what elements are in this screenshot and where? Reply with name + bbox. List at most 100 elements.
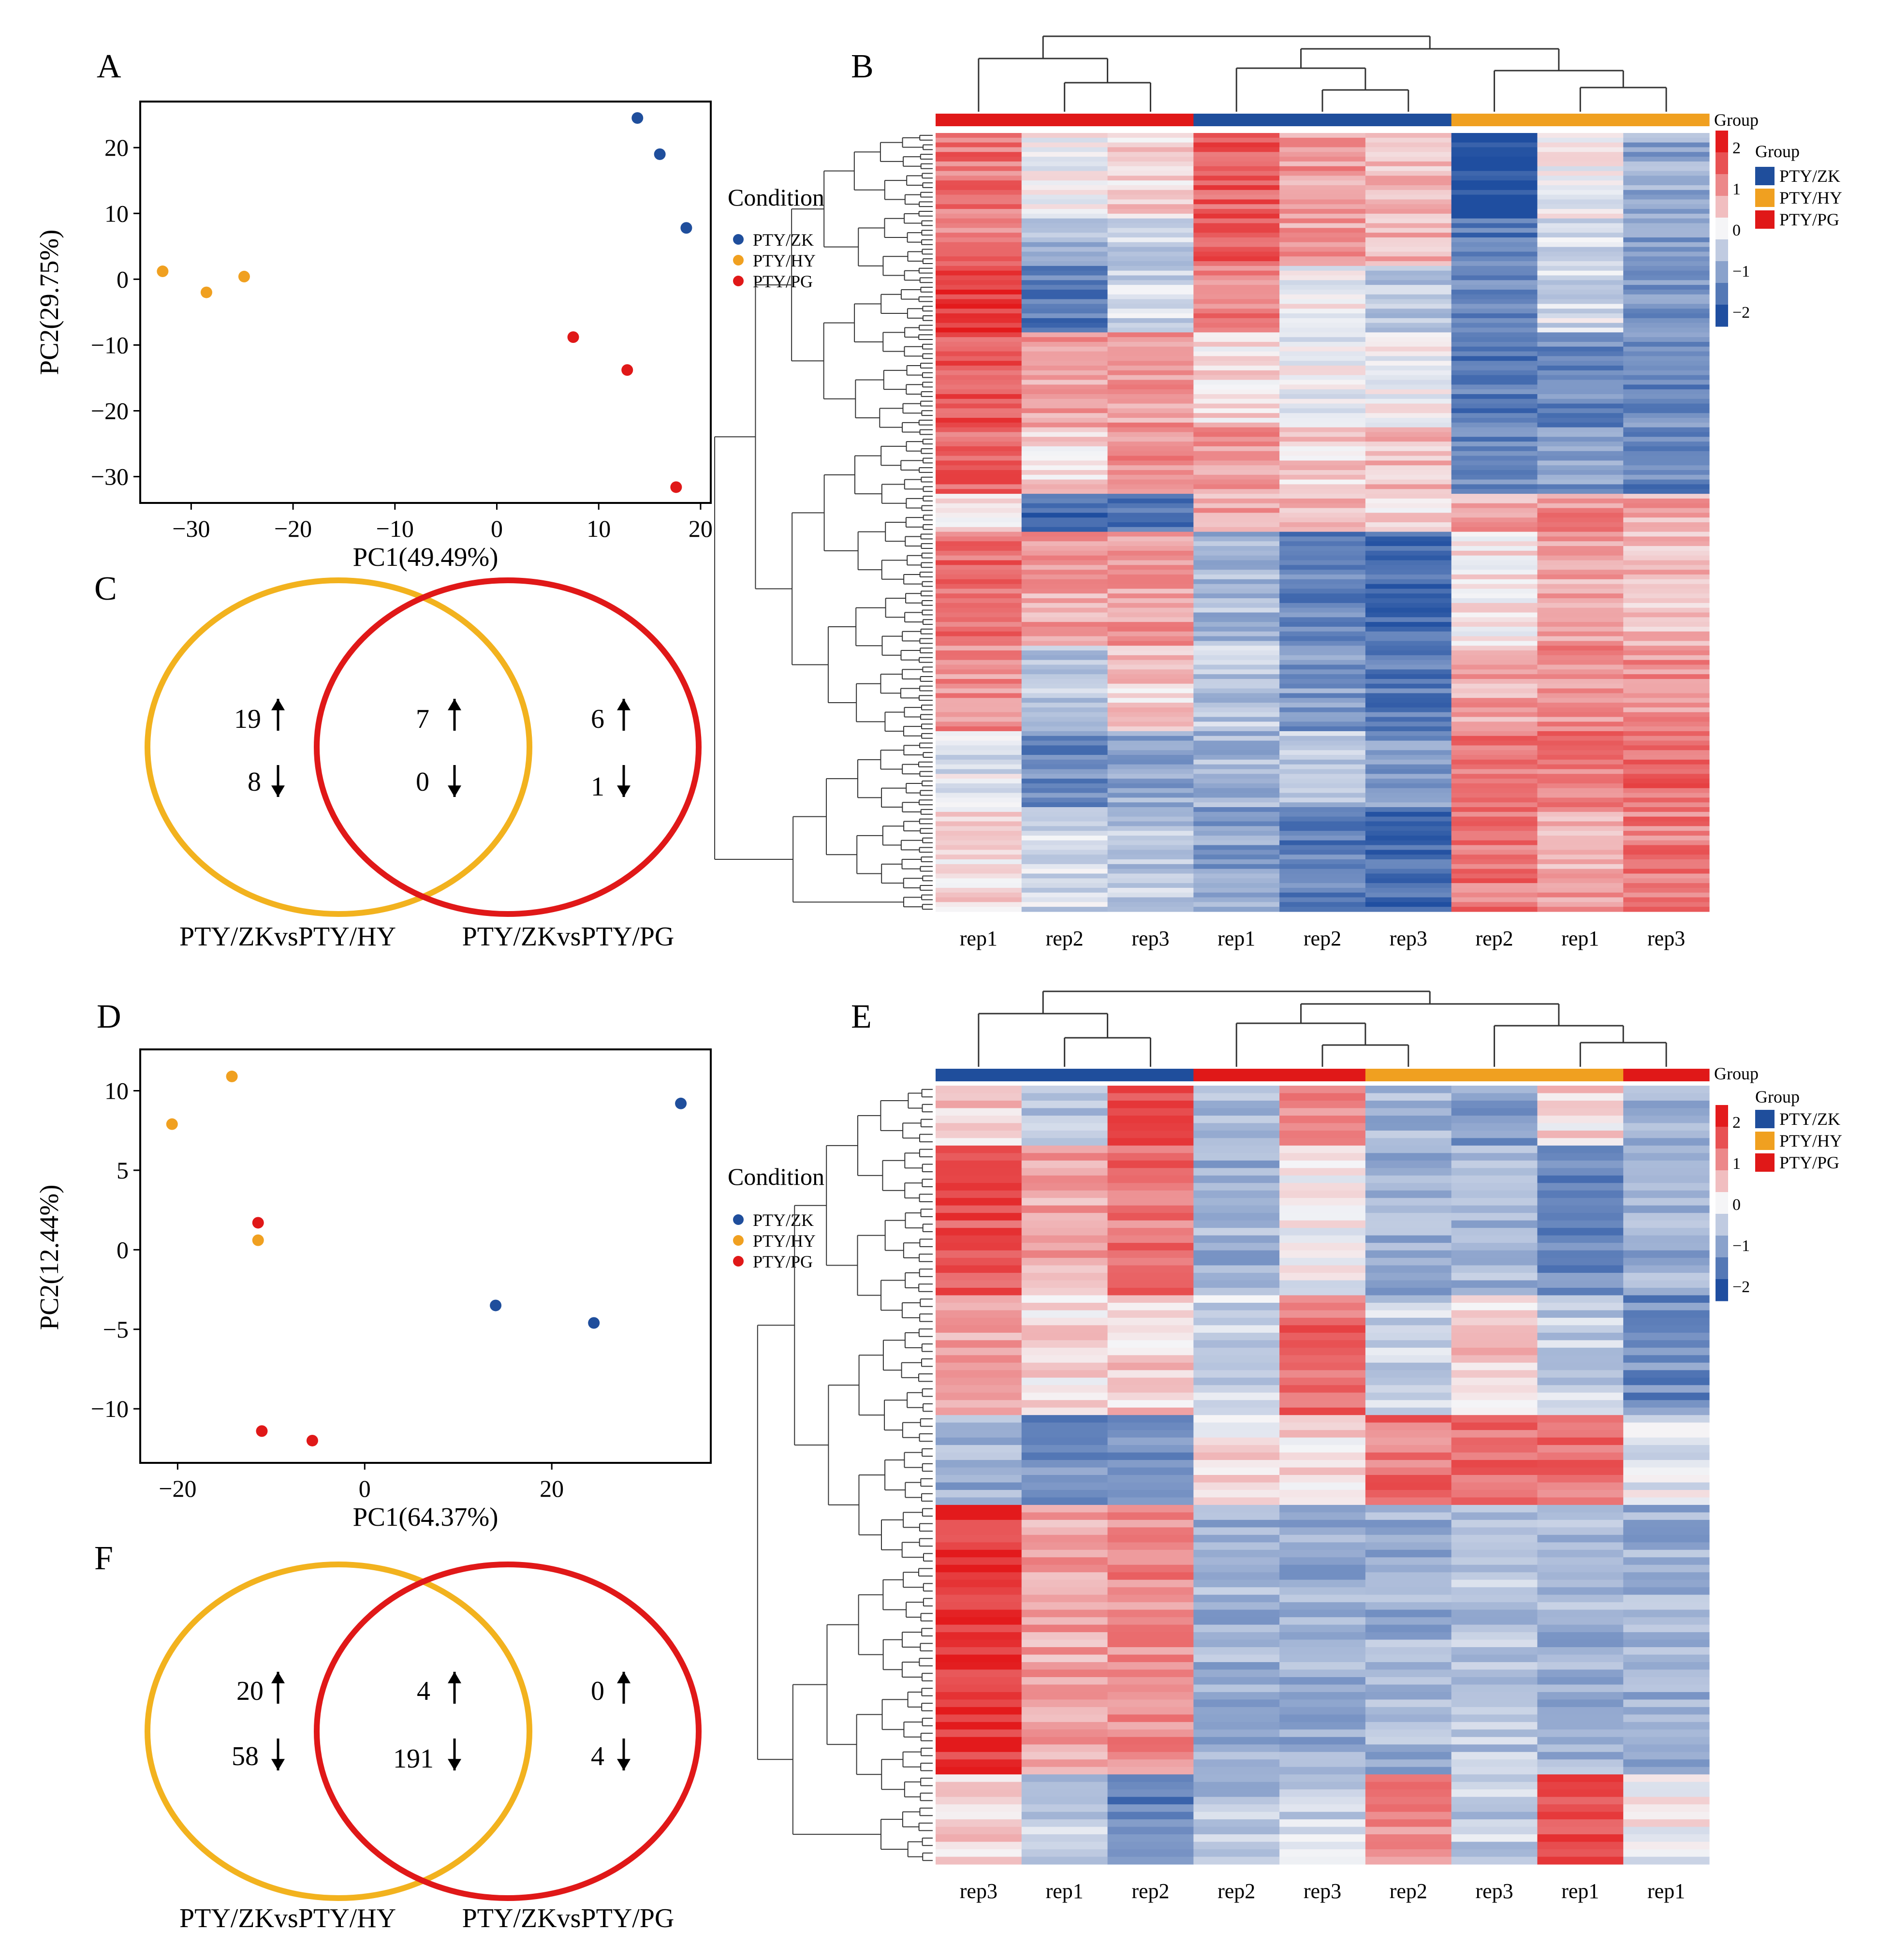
heatmap-cell <box>1193 1564 1280 1573</box>
heatmap-cell <box>1537 1662 1624 1670</box>
heatmap-cell <box>1021 180 1108 186</box>
heatmap-cell <box>936 285 1022 290</box>
heatmap-cell <box>1451 432 1538 437</box>
heatmap-cell <box>1193 1857 1280 1865</box>
heatmap-cell <box>1623 1707 1710 1715</box>
colorbar-step <box>1716 218 1728 240</box>
column-label: rep1 <box>1647 1879 1685 1903</box>
heatmap-cell <box>1623 570 1710 575</box>
heatmap-cell <box>1365 1557 1452 1565</box>
heatmap-cell <box>1623 1834 1710 1842</box>
heatmap-cell <box>1193 550 1280 556</box>
heatmap-cell <box>1279 698 1366 703</box>
heatmap-cell <box>1021 1347 1108 1356</box>
heatmap-cell <box>1537 1437 1624 1445</box>
heatmap-cell <box>1107 650 1194 656</box>
heatmap-cell <box>1193 626 1280 632</box>
heatmap-cell <box>1623 318 1710 324</box>
heatmap-cell <box>1537 878 1624 884</box>
heatmap-cell <box>1021 1827 1108 1835</box>
heatmap-cell <box>1193 826 1280 831</box>
heatmap-cell <box>1193 456 1280 461</box>
heatmap-cell <box>1107 779 1194 784</box>
heatmap-cell <box>936 294 1022 300</box>
heatmap-cell <box>936 133 1022 138</box>
heatmap-cell <box>1021 1130 1108 1138</box>
heatmap-cell <box>936 1302 1022 1311</box>
heatmap-cell <box>1537 1722 1624 1730</box>
heatmap-cell <box>1365 1647 1452 1655</box>
heatmap-cell <box>1537 1714 1624 1723</box>
colorbar-step <box>1716 261 1728 283</box>
heatmap-cell <box>1107 816 1194 822</box>
heatmap-cell <box>1365 1482 1452 1490</box>
heatmap-cell <box>1365 612 1452 618</box>
heatmap-cell <box>936 1549 1022 1558</box>
heatmap-cell <box>1623 1392 1710 1400</box>
heatmap-cell <box>936 593 1022 599</box>
heatmap-cell <box>1365 1130 1452 1138</box>
heatmap-cell <box>1451 1243 1538 1251</box>
heatmap-cell <box>1193 1827 1280 1835</box>
heatmap-cell <box>1451 688 1538 694</box>
heatmap-cell <box>1451 256 1538 262</box>
heatmap-cell <box>1279 788 1366 794</box>
heatmap-cell <box>1365 327 1452 333</box>
heatmap-cell <box>1021 1624 1108 1633</box>
heatmap-cell <box>1365 1752 1452 1760</box>
heatmap-cell <box>1365 688 1452 694</box>
heatmap-cell <box>1451 380 1538 385</box>
group-legend-swatch-pty-zk <box>1755 1110 1775 1128</box>
heatmap-cell <box>1365 1370 1452 1378</box>
heatmap-cell <box>1537 1519 1624 1528</box>
heatmap-cell <box>1365 413 1452 418</box>
heatmap-cell <box>1451 1804 1538 1813</box>
heatmap-cell <box>1623 1213 1710 1221</box>
heatmap-cell <box>1279 869 1366 874</box>
heatmap-cell <box>1193 494 1280 499</box>
heatmap-cell <box>1451 626 1538 632</box>
heatmap-cell <box>1451 1504 1538 1513</box>
heatmap-cell <box>936 603 1022 608</box>
heatmap-cell <box>1021 513 1108 518</box>
heatmap-cell <box>936 864 1022 869</box>
heatmap-cell <box>1365 275 1452 280</box>
heatmap-cell <box>1279 1602 1366 1610</box>
heatmap-cell <box>936 1594 1022 1603</box>
heatmap-cell <box>1193 432 1280 437</box>
heatmap-cell <box>1623 1819 1710 1827</box>
heatmap-cell <box>1623 176 1710 181</box>
heatmap-cell <box>1365 237 1452 243</box>
heatmap-cell <box>1365 755 1452 760</box>
heatmap-cell <box>1279 1774 1366 1783</box>
heatmap-cell <box>1451 726 1538 732</box>
heatmap-cell <box>1623 1362 1710 1371</box>
heatmap-cell <box>1193 1295 1280 1303</box>
point-pty-zk <box>490 1299 502 1312</box>
heatmap-cell <box>1623 394 1710 399</box>
heatmap-cell <box>1193 650 1280 656</box>
heatmap-cell <box>1021 1093 1108 1101</box>
heatmap-cell <box>1365 1707 1452 1715</box>
heatmap-cell <box>1623 579 1710 585</box>
heatmap-cell <box>1279 508 1366 513</box>
heatmap-cell <box>1021 166 1108 172</box>
heatmap-cell <box>936 375 1022 381</box>
panel-label-e: E <box>851 998 872 1035</box>
heatmap-cell <box>1451 299 1538 305</box>
heatmap-cell <box>1623 327 1710 333</box>
heatmap-cell <box>1193 323 1280 328</box>
heatmap-cell <box>1107 864 1194 869</box>
heatmap-cell <box>1193 902 1280 907</box>
heatmap-cell <box>1537 1527 1624 1535</box>
heatmap-cell <box>1451 503 1538 509</box>
heatmap-cell <box>1279 398 1366 404</box>
heatmap-cell <box>1193 233 1280 238</box>
heatmap-cell <box>1193 1280 1280 1288</box>
heatmap-cell <box>1107 869 1194 874</box>
heatmap-cell <box>936 1392 1022 1400</box>
heatmap-cell <box>1279 688 1366 694</box>
heatmap-cell <box>1365 845 1452 850</box>
heatmap-cell <box>1107 247 1194 252</box>
heatmap-cell <box>1193 850 1280 855</box>
